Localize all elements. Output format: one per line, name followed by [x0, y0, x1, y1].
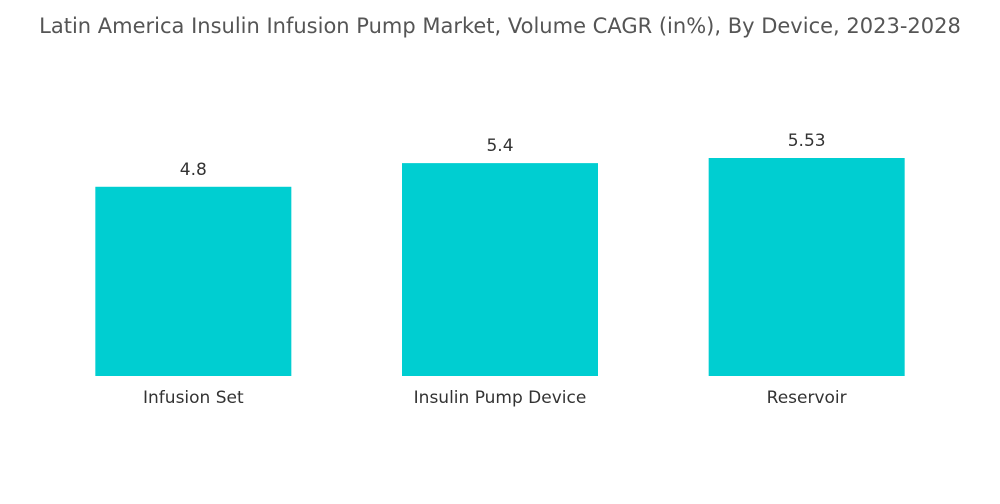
value-label: 5.4: [486, 136, 513, 156]
category-label: Reservoir: [767, 388, 847, 408]
category-label: Insulin Pump Device: [414, 388, 587, 408]
bar-reservoir: [708, 158, 905, 376]
chart-title: Latin America Insulin Infusion Pump Mark…: [39, 14, 961, 38]
bar-insulin-pump-device: [402, 163, 598, 376]
category-label: Infusion Set: [143, 388, 244, 408]
value-label: 5.53: [788, 131, 826, 151]
value-label: 4.8: [180, 160, 207, 180]
bar-infusion-set: [95, 186, 292, 376]
